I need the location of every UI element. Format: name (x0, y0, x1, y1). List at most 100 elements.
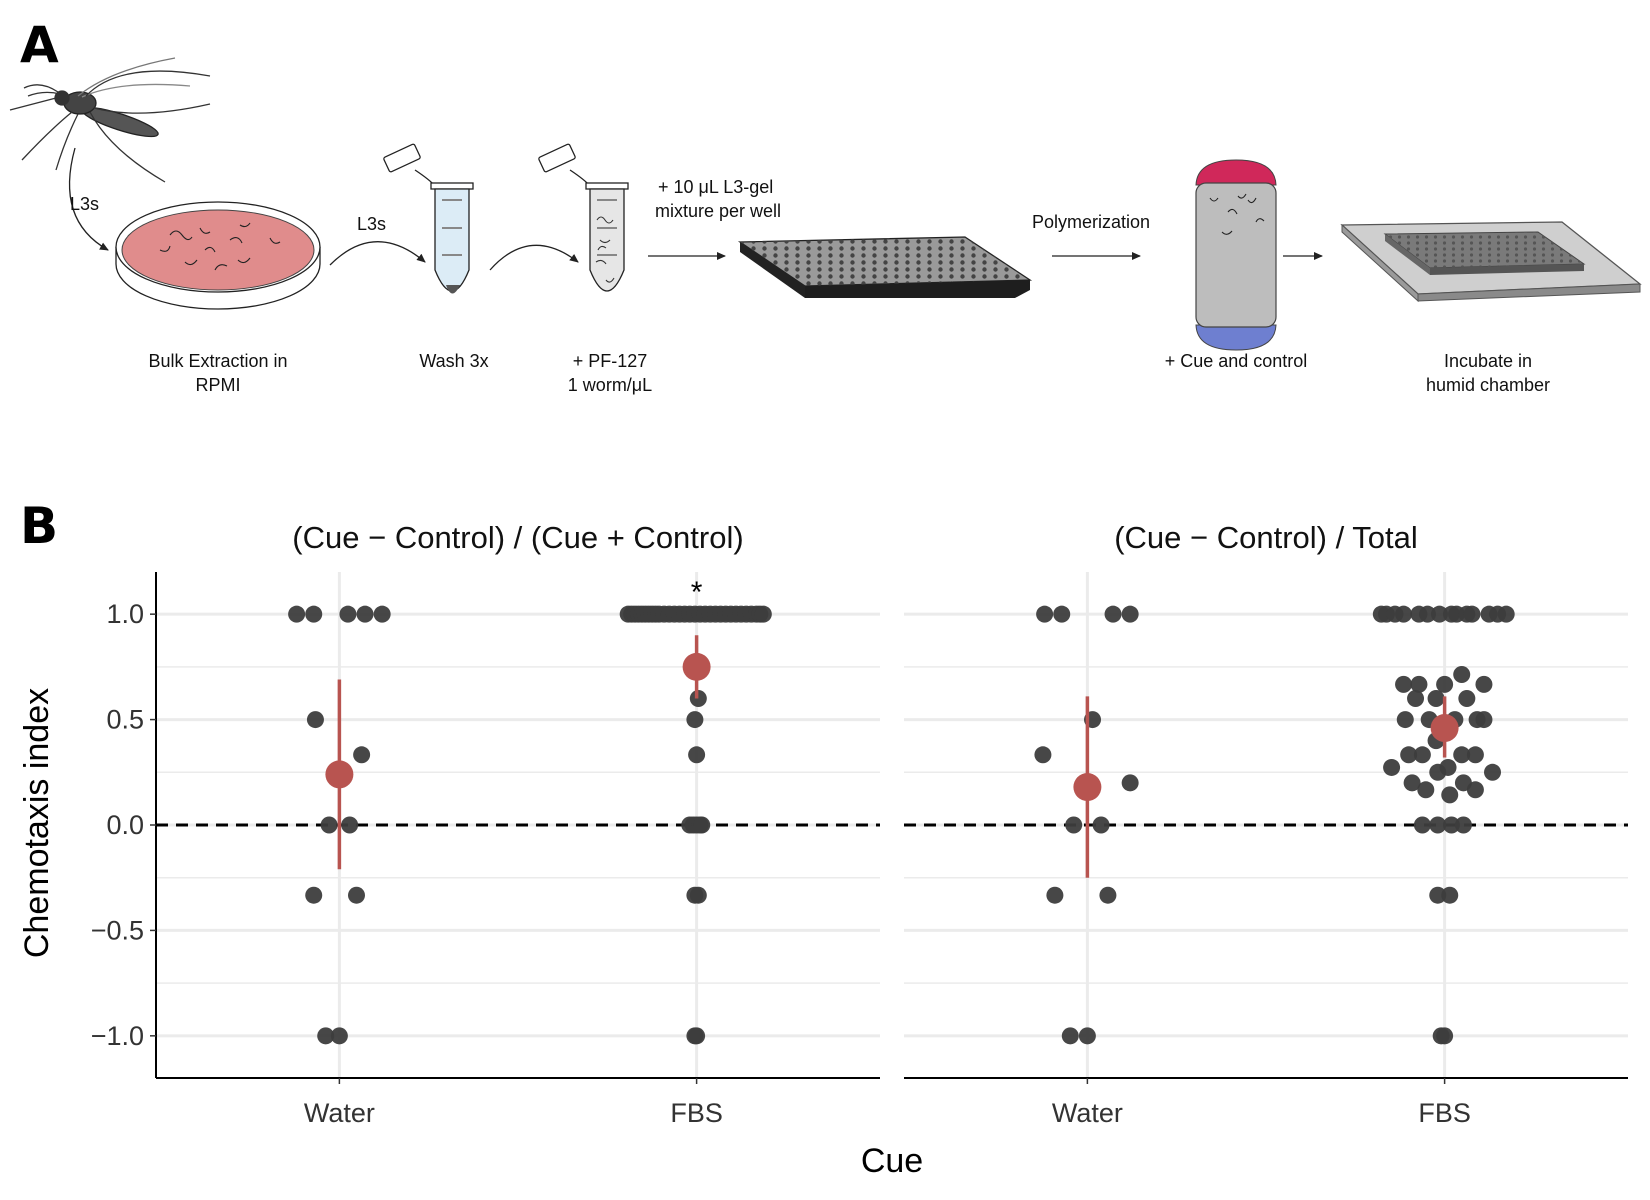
data-point (1466, 781, 1484, 799)
mean-point (1073, 773, 1102, 802)
data-point (1441, 786, 1459, 804)
data-point (1458, 690, 1476, 707)
data-point (305, 886, 323, 904)
data-point (1395, 675, 1413, 693)
data-point (1429, 816, 1447, 834)
data-point (1078, 1027, 1096, 1045)
data-point (1121, 774, 1139, 792)
data-point (1442, 816, 1460, 834)
data-point (1395, 605, 1413, 623)
x-tick-label: FBS (670, 1098, 723, 1128)
data-point (693, 816, 711, 834)
panel-b-letter: B (20, 497, 58, 555)
data-point (1413, 746, 1431, 764)
data-point (1121, 605, 1139, 623)
facet-1: (Cue − Control) / (Cue + Control) 1.0 0.5 0… (91, 520, 880, 1128)
data-point (1065, 816, 1083, 834)
data-point (305, 605, 323, 623)
wash-label: Wash 3x (419, 351, 488, 371)
polymerization-label: Polymerization (1032, 212, 1150, 232)
data-point (1466, 746, 1484, 764)
data-point (1410, 675, 1428, 693)
petri-dish-illustration (115, 201, 321, 310)
chemotaxis-chart: (Cue − Control) / (Cue + Control) 1.0 0.5 0… (91, 520, 1628, 1128)
pf-label-line1: + PF-127 (573, 351, 648, 371)
x-tick-label: Water (1052, 1098, 1123, 1128)
data-point (306, 711, 324, 729)
data-point (688, 1027, 706, 1045)
data-point (1475, 711, 1493, 729)
data-point (347, 886, 365, 904)
data-point (1463, 605, 1481, 623)
data-point (689, 886, 707, 904)
mosquito-illustration (9, 57, 211, 183)
well-plate-illustration (737, 236, 1033, 298)
data-point (353, 746, 371, 764)
data-point (1453, 665, 1471, 683)
mean-point (325, 760, 354, 789)
humid-chamber-illustration (1340, 221, 1642, 303)
data-point (1104, 605, 1122, 623)
significance-marker: * (691, 576, 703, 609)
mean-point (682, 652, 711, 681)
data-point (1497, 605, 1515, 623)
arrow-to-wash (329, 241, 426, 266)
data-point (1454, 816, 1472, 834)
bulk-label-line2: RPMI (196, 375, 241, 395)
gel-well-illustration (1195, 159, 1277, 351)
data-point (1099, 886, 1117, 904)
data-point (688, 746, 706, 764)
l3s-label-2: L3s (357, 214, 386, 234)
y-tick-label: 0.5 (106, 705, 144, 735)
data-point (1417, 781, 1435, 799)
data-point (1427, 690, 1445, 707)
data-point (1419, 605, 1437, 623)
data-point (1436, 1027, 1454, 1045)
y-tick-label: −1.0 (91, 1021, 144, 1051)
data-point (1396, 711, 1414, 729)
mix-label-line1: + 10 μL L3-gel (658, 177, 773, 197)
data-point (1383, 758, 1401, 776)
data-point (356, 605, 374, 623)
data-point (1046, 886, 1064, 904)
data-point (1413, 816, 1431, 834)
data-point (1403, 774, 1421, 792)
facet-title: (Cue − Control) / Total (1114, 520, 1418, 555)
data-point (1061, 1027, 1079, 1045)
data-point (373, 605, 391, 623)
data-point (686, 711, 704, 729)
mix-label-line2: mixture per well (655, 201, 781, 221)
data-point (1475, 675, 1493, 693)
data-point (341, 816, 359, 834)
data-point (1439, 758, 1457, 776)
data-point (317, 1027, 335, 1045)
pf-label-line2: 1 worm/μL (568, 375, 652, 395)
data-point (339, 605, 357, 623)
data-point (288, 605, 306, 623)
data-point (1436, 675, 1454, 693)
cue-control-label: + Cue and control (1165, 351, 1308, 371)
mean-point (1430, 714, 1459, 743)
data-point (754, 605, 772, 623)
y-tick-label: 0.0 (106, 810, 144, 840)
data-point (1453, 746, 1471, 764)
arrow-to-pf (489, 244, 579, 271)
x-tick-label: FBS (1418, 1098, 1471, 1128)
arrow-to-dish (68, 147, 109, 251)
data-point (1441, 886, 1459, 904)
y-tick-label: −0.5 (91, 915, 144, 945)
incubate-label-line1: Incubate in (1444, 351, 1532, 371)
data-point (1430, 605, 1448, 623)
wash-tube-illustration (383, 143, 474, 294)
facet-2: (Cue − Control) / Total Water FBS (904, 520, 1628, 1128)
data-point (320, 816, 338, 834)
panel-a-letter: A (20, 16, 59, 74)
data-point (1036, 605, 1054, 623)
data-point (1053, 605, 1071, 623)
y-axis-title: Chemotaxis index (18, 688, 56, 958)
pf-tube-illustration (538, 143, 629, 292)
x-tick-label: Water (304, 1098, 375, 1128)
y-tick-label: 1.0 (106, 599, 144, 629)
panel-a: A L3s Bulk Extraction in R (9, 16, 1642, 395)
data-point (1092, 816, 1110, 834)
